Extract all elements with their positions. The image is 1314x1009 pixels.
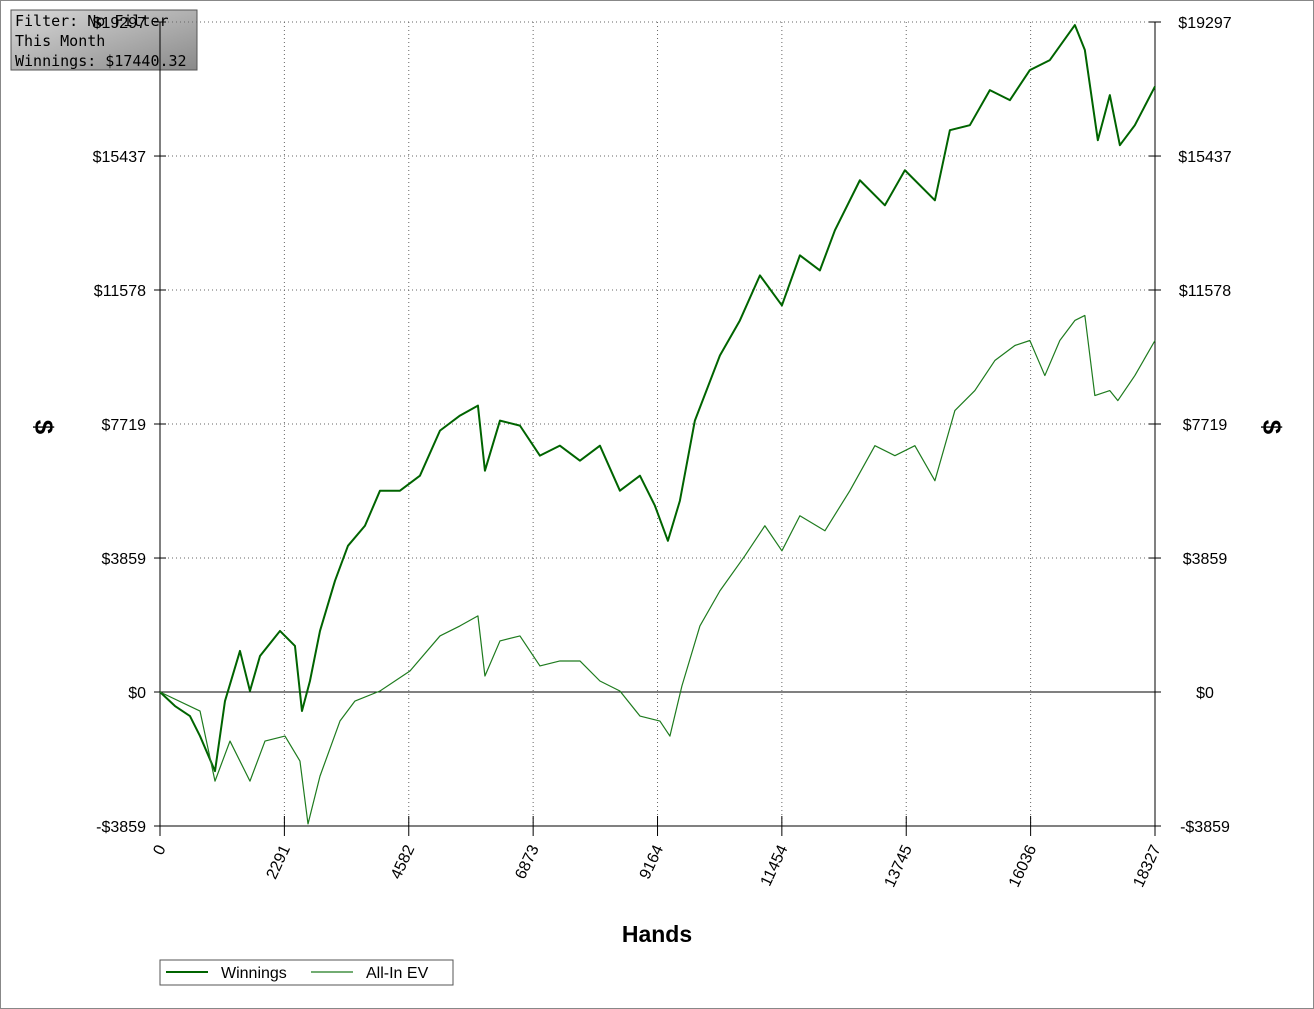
y-tick-label: $0: [128, 685, 146, 702]
y2-tick-label: $3859: [1183, 551, 1228, 568]
y2-tick-label: $7719: [1183, 417, 1228, 434]
y-tick-label: $11578: [94, 283, 146, 300]
series-line: [159, 314, 1156, 825]
y2-tick-label: $19297: [1178, 15, 1231, 32]
y2-tick-label: $11578: [1179, 283, 1231, 300]
filter-box: [10, 9, 198, 71]
y2-tick-label: -$3859: [1180, 819, 1230, 836]
filter-text: This Month: [15, 32, 105, 50]
y2-axis-title: $: [1257, 420, 1287, 435]
y2-tick-label: $0: [1196, 685, 1214, 702]
y-tick-label: $3859: [102, 551, 147, 568]
y-tick-label: -$3859: [96, 819, 146, 836]
y-tick-label: $19297: [93, 15, 146, 32]
filter-text: Filter: No Filter: [15, 12, 169, 30]
y-tick-label: $15437: [93, 149, 146, 166]
x-axis-title: Hands: [622, 921, 692, 947]
series-line: [159, 24, 1156, 773]
legend-label: All-In EV: [366, 965, 429, 982]
legend: [159, 959, 454, 986]
y2-tick-label: $15437: [1178, 149, 1231, 166]
filter-text: Winnings: $17440.32: [15, 52, 187, 70]
y-tick-label: $7719: [102, 417, 147, 434]
legend-label: Winnings: [221, 965, 287, 982]
y-axis-title: $: [29, 420, 59, 435]
